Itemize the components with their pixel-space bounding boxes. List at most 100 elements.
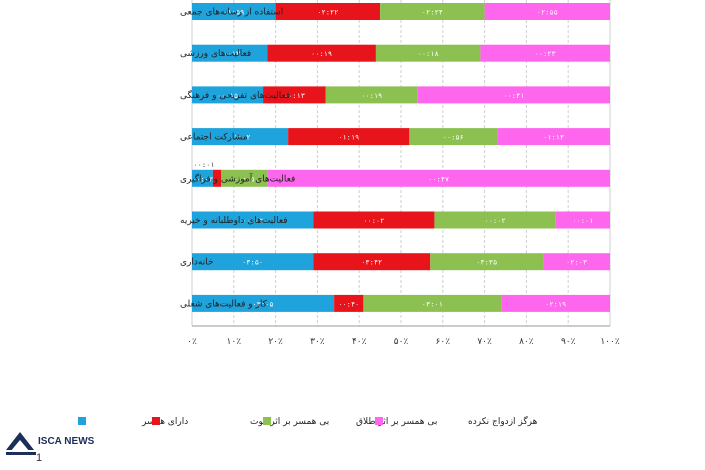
bar-segment [501,294,610,312]
x-tick-label: ۱۰٪ [227,337,242,347]
bar-segment [192,253,314,271]
bar-segment [192,294,335,312]
isca-news-logo [6,432,36,455]
bar-segment [313,211,435,229]
bar-segment [313,253,431,271]
data-label: ۰۰:۵۶ [443,134,464,142]
data-label: ۰۳:۴۲ [361,259,382,267]
bar-segment [192,44,268,62]
legend-label: بی همسر بر اثر طلاق [356,417,437,427]
data-label: ۰۰:۰۲ [363,217,384,225]
bar-segment [263,86,326,104]
x-tick-label: ۰٪ [187,337,197,347]
data-label: ۰۱:۵۹ [223,9,244,17]
bar-segment [363,294,502,312]
bar-segment [275,3,381,20]
x-tick-label: ۶۰٪ [436,337,451,347]
watermark-text: ISCA NEWS [38,436,95,447]
bar-segment [375,44,481,62]
data-label: ۰۰:۰۵ [234,175,255,183]
legend-swatch [263,417,271,425]
bar-segment [497,128,610,146]
x-axis-ticks: ۰٪ ۱۰٪ ۲۰٪ ۳۰٪ ۴۰٪ ۵۰٪ ۶۰٪ ۷۰٪ ۸۰٪ ۹۰٪ ۱۰۰٪ [187,337,620,347]
data-label: ۰۰:۱۳ [284,92,305,100]
bar-segment [192,3,276,20]
bar-segment [409,128,498,146]
bar-segment [555,211,610,229]
data-label: ۰۰:۱۵ [217,92,238,100]
bar-segment [430,253,544,271]
data-label: ۰۰:۴۱ [503,92,524,100]
legend-swatch [375,417,383,425]
x-tick-label: ۵۰٪ [394,337,409,347]
x-tick-label: ۹۰٪ [561,337,576,347]
data-label: ۰۰:۱۹ [361,92,382,100]
legend-label: دارای همسر [141,417,188,427]
data-label: ۰۲:۵۵ [537,9,558,17]
x-tick-label: ۳۰٪ [310,337,325,347]
legend: دارای همسر بی همسر بر اثر فوت بی همسر بر ا… [78,415,538,427]
category-label: مشارکت اجتماعی [180,133,248,143]
bar-segment [480,44,610,62]
bars [192,3,610,312]
data-label: ۰۰:۰۲ [242,217,263,225]
legend-label: بی همسر بر اثر فوت [250,417,329,427]
data-label: ۰۰:۰۱ [572,217,593,225]
category-label: فعالیت‌های آموزشی و فراگیری [180,172,295,184]
data-label: ۰۰:۰۳ [192,175,213,183]
data-label: ۰۳:۰۱ [422,300,443,308]
data-label: ۰۳:۰۵ [253,300,274,308]
bar-segment [192,128,289,146]
data-label: ۰۰:۴۷ [428,175,449,183]
data-label: ۰۲:۱۹ [545,300,566,308]
bar-segment [417,86,610,104]
data-labels: ۰۱:۵۹ ۰۲:۲۲ ۰۲:۲۴ ۰۲:۵۵ ۰۰:۱۳ ۰۰:۱۹ ۰۰:۱۸ ۰۰:۲۳… [192,9,593,309]
x-tick-label: ۱۰۰٪ [600,337,620,347]
bar-segment [267,169,610,187]
bar-segment [380,3,485,20]
data-label: ۰۱:۱۳ [543,134,564,142]
bar-segment [325,86,418,104]
legend-label: هرگز ازدواج نکرده [468,415,538,427]
x-tick-label: ۷۰٪ [477,337,492,347]
data-label: ۰۰:۱۳ [219,50,240,58]
bar-segment [434,211,556,229]
data-label: ۰۲:۲۲ [317,9,338,17]
data-label: ۰۰:۲۳ [535,50,556,58]
bar-segment [192,211,314,229]
page-number: 1 [36,452,43,464]
category-label: کار و فعالیت‌های شغلی [180,299,268,309]
bar-segment [221,169,268,187]
data-label: ۰۲:۲۴ [422,9,443,17]
category-labels: استفاده از رسانه‌های جمعی فعالیت‌های ورزش… [180,8,295,310]
x-tick-label: ۸۰٪ [519,337,534,347]
bar-segment [484,3,610,20]
data-label: ۰۱:۰۲ [230,134,251,142]
data-label: ۰۰:۱۹ [311,50,332,58]
category-label: فعالیت‌های تفریحی و فرهنگی [180,89,290,101]
bar-segment [267,44,376,62]
category-label: فعالیت‌های داوطلبانه و خیریه [180,216,288,226]
category-label: فعالیت‌های ورزشی [180,49,251,59]
bar-segment [543,253,610,271]
data-label: ۰۰:۰۲ [485,217,506,225]
data-label: ۰۱:۱۹ [338,134,359,142]
bar-segment [192,86,264,104]
data-label: ۰۲:۰۳ [566,259,587,267]
bar-segment [334,294,364,312]
data-label: ۰۰:۴۰ [338,300,359,308]
data-label: ۰۰:۱۸ [418,50,439,58]
legend-swatch [152,417,160,425]
legend-swatch [78,417,86,425]
x-tick-label: ۲۰٪ [268,337,283,347]
category-label: استفاده از رسانه‌های جمعی [180,8,283,18]
bar-segment [192,169,213,187]
bar-segment [288,128,410,146]
data-label-extra: ۰۰:۰۱ [193,161,214,169]
data-label: ۰۳:۳۵ [476,259,497,267]
category-label: خانه‌داری [180,258,214,268]
x-tick-label: ۴۰٪ [352,337,367,347]
data-label: ۰۳:۵۰ [242,259,263,267]
bar-segment [212,169,222,187]
